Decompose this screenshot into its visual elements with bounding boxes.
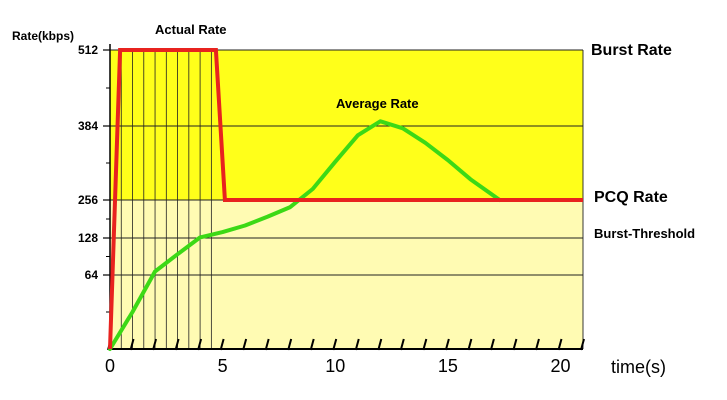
x-tick-mark	[399, 338, 405, 351]
x-tick-mark	[197, 338, 203, 351]
x-tick-label: 0	[105, 356, 115, 376]
pcq-rate-annotation: PCQ Rate	[594, 189, 668, 206]
x-tick-mark	[219, 338, 225, 351]
y-axis-ticks: 64 128 256 384 512	[78, 43, 110, 313]
x-tick-label: 15	[438, 356, 458, 376]
actual-rate-line	[108, 48, 583, 350]
x-tick-mark	[174, 338, 180, 351]
x-tick-mark	[242, 338, 248, 351]
x-tick-mark	[534, 338, 540, 351]
x-tick-mark	[287, 338, 293, 351]
x-tick-label: 10	[325, 356, 345, 376]
x-axis-label: time(s)	[611, 357, 666, 377]
x-tick-mark	[467, 338, 473, 351]
lower-zone-background	[110, 200, 583, 349]
x-tick-mark	[489, 338, 495, 351]
x-tick-mark	[377, 338, 383, 351]
x-tick-label: 5	[218, 356, 228, 376]
y-axis-label: Rate(kbps)	[12, 29, 74, 43]
y-tick-label: 512	[78, 43, 98, 57]
burst-threshold-annotation: Burst-Threshold	[594, 226, 695, 241]
x-tick-mark	[332, 338, 338, 351]
x-tick-mark	[264, 338, 270, 351]
burst-rate-annotation: Burst Rate	[591, 42, 672, 59]
x-tick-mark	[422, 338, 428, 351]
burst-zone-background	[110, 50, 583, 200]
x-tick-mark	[580, 338, 585, 351]
x-tick-mark	[309, 338, 315, 351]
y-tick-label: 128	[78, 231, 98, 245]
x-tick-mark	[444, 338, 450, 351]
x-tick-label: 20	[550, 356, 570, 376]
y-tick-label: 384	[78, 119, 98, 133]
x-tick-mark	[152, 338, 158, 351]
x-tick-mark	[557, 338, 563, 351]
y-tick-label: 256	[78, 193, 98, 207]
vertical-gridlines	[120, 50, 212, 349]
average-rate-annotation: Average Rate	[336, 96, 419, 111]
x-tick-mark	[354, 338, 360, 351]
x-tick-mark	[129, 338, 135, 351]
y-tick-label: 64	[85, 268, 99, 282]
actual-rate-annotation: Actual Rate	[155, 22, 227, 37]
x-tick-mark	[512, 338, 518, 351]
